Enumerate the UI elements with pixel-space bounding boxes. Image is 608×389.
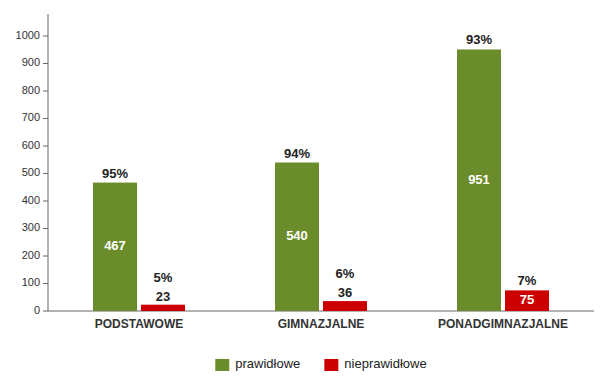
x-tick-label: PODSTAWOWE xyxy=(95,317,183,331)
chart: 0 100 200 300 400 500 600 700 800 900 1000 PODSTAWO… xyxy=(0,0,608,389)
y-tick-label: 900 xyxy=(22,56,40,68)
y-tick-label: 800 xyxy=(22,84,40,96)
y-tick-label: 600 xyxy=(22,139,40,151)
bar xyxy=(141,305,185,311)
y-tick xyxy=(43,146,48,147)
y-tick xyxy=(43,311,48,312)
data-label: 951 xyxy=(468,172,490,187)
y-tick-label: 400 xyxy=(22,194,40,206)
y-tick-label: 1000 xyxy=(16,29,40,41)
bars xyxy=(93,49,549,311)
y-tick-label: 700 xyxy=(22,111,40,123)
share-label: 6% xyxy=(336,266,355,281)
data-label: 36 xyxy=(338,285,352,300)
labels: 467 95% 540 94% 951 93% 23 5% 36 6% 75 7% xyxy=(102,32,537,307)
y-tick xyxy=(43,36,48,37)
share-label: 94% xyxy=(284,146,310,161)
y-tick xyxy=(43,118,48,119)
bar xyxy=(323,301,367,311)
legend-label: nieprawidłowe xyxy=(344,356,426,371)
y-tick xyxy=(43,256,48,257)
data-label: 75 xyxy=(520,292,534,307)
y-tick xyxy=(43,283,48,284)
y-tick-label: 100 xyxy=(22,276,40,288)
bar xyxy=(457,49,501,311)
legend: prawidłowe nieprawidłowe xyxy=(215,356,426,371)
legend-item: prawidłowe xyxy=(215,356,300,371)
share-label: 7% xyxy=(518,273,537,288)
y-tick xyxy=(43,91,48,92)
legend-label: prawidłowe xyxy=(235,356,300,371)
y-tick-label: 500 xyxy=(22,166,40,178)
y-tick-label: 200 xyxy=(22,249,40,261)
data-label: 23 xyxy=(156,289,170,304)
x-tick-label: PONADGIMNAZJALNE xyxy=(438,317,568,331)
bar xyxy=(505,290,549,311)
bar xyxy=(275,163,319,312)
share-label: 93% xyxy=(466,32,492,47)
y-tick xyxy=(43,228,48,229)
data-label: 540 xyxy=(286,228,308,243)
data-label: 467 xyxy=(104,238,126,253)
share-label: 95% xyxy=(102,166,128,181)
y-tick-label: 0 xyxy=(34,304,40,316)
legend-item: nieprawidłowe xyxy=(324,356,426,371)
legend-swatch xyxy=(215,359,229,371)
legend-swatch xyxy=(324,359,338,371)
y-axis-line xyxy=(48,14,49,311)
chart-root: 0 100 200 300 400 500 600 700 800 900 1000 PODSTAWO… xyxy=(0,0,608,389)
y-tick xyxy=(43,173,48,174)
y-tick xyxy=(43,201,48,202)
bar xyxy=(93,183,137,311)
share-label: 5% xyxy=(154,270,173,285)
x-tick-label: GIMNAZJALNE xyxy=(278,317,365,331)
y-tick xyxy=(43,63,48,64)
y-tick-label: 300 xyxy=(22,221,40,233)
